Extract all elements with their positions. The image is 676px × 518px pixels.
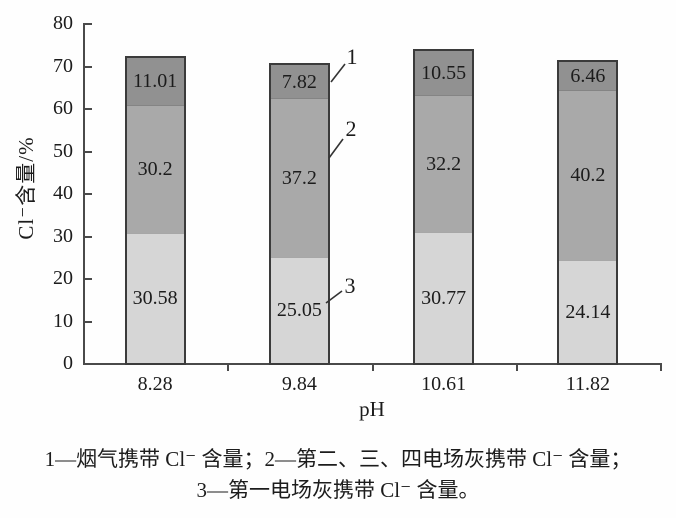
- bar-8.28: 11.01 30.2 30.58: [124, 55, 186, 365]
- callout-line-2: [328, 138, 344, 159]
- y-tick-0: [85, 363, 92, 365]
- x-tick-label-9.84: 9.84: [281, 373, 317, 395]
- caption-line-1: 1—烟气携带 Cl⁻ 含量；2—第二、三、四电场灰携带 Cl⁻ 含量；: [44, 447, 632, 471]
- segment-value-label: 30.58: [132, 287, 178, 310]
- x-tick-label-8.28: 8.28: [137, 373, 173, 395]
- y-tick-10: [85, 320, 92, 323]
- segment-value-label: 30.2: [137, 158, 173, 181]
- y-tick-label-0: 0: [63, 352, 73, 374]
- segment-value-label: 25.05: [276, 299, 322, 322]
- caption-line-2: 3—第一电场灰携带 Cl⁻ 含量。: [196, 478, 480, 502]
- x-tick-4: [660, 365, 662, 371]
- x-axis-line: [83, 363, 662, 365]
- y-tick-label-20: 20: [53, 267, 73, 289]
- segment-value-label: 24.14: [565, 301, 611, 324]
- bar-segment-series2-9.84: 37.2: [270, 98, 328, 257]
- x-tick-3: [515, 365, 518, 371]
- segment-value-label: 32.2: [426, 153, 462, 176]
- callout-label-1: 1: [347, 44, 358, 69]
- y-tick-80: [85, 23, 92, 25]
- x-tick-label-10.61: 10.61: [421, 373, 467, 395]
- segment-value-label: 30.77: [421, 287, 467, 310]
- bar-segment-series3-9.84: 25.05: [270, 256, 328, 363]
- callout-label-2: 2: [346, 116, 357, 141]
- segment-value-label: 7.82: [281, 70, 317, 93]
- bar-segment-series2-8.28: 30.2: [126, 104, 184, 234]
- bar-segment-series3-10.61: 30.77: [415, 232, 473, 363]
- bar-segment-series2-11.82: 40.2: [559, 89, 617, 261]
- x-axis-title: pH: [359, 397, 385, 421]
- y-tick-label-80: 80: [53, 12, 73, 34]
- y-tick-label-60: 60: [53, 97, 73, 119]
- callout-line-1: [330, 63, 346, 83]
- bar-9.84: 7.82 37.2 25.05: [268, 63, 330, 365]
- y-tick-20: [85, 278, 92, 280]
- bar-segment-series1-10.61: 10.55: [415, 50, 473, 96]
- x-tick-2: [371, 365, 374, 371]
- y-tick-60: [85, 108, 92, 110]
- bar-11.82: 6.46 40.2 24.14: [557, 60, 619, 365]
- segment-value-label: 37.2: [281, 166, 317, 189]
- segment-value-label: 10.55: [421, 61, 467, 84]
- segment-value-label: 11.01: [132, 70, 178, 93]
- y-tick-label-70: 70: [53, 54, 73, 77]
- x-tick-label-11.82: 11.82: [565, 373, 610, 395]
- y-tick-50: [85, 150, 92, 153]
- bar-segment-series1-11.82: 6.46: [559, 62, 617, 90]
- figure-caption: 1—烟气携带 Cl⁻ 含量；2—第二、三、四电场灰携带 Cl⁻ 含量； 3—第一…: [0, 444, 676, 506]
- y-tick-40: [85, 193, 92, 195]
- y-tick-label-30: 30: [53, 224, 73, 247]
- bar-segment-series3-8.28: 30.58: [126, 233, 184, 363]
- segment-value-label: 6.46: [570, 64, 606, 87]
- bar-segment-series1-8.28: 11.01: [126, 57, 184, 105]
- y-axis-line: [83, 23, 85, 365]
- y-tick-label-10: 10: [53, 309, 73, 332]
- x-tick-1: [227, 365, 230, 371]
- bar-segment-series1-9.84: 7.82: [270, 65, 328, 99]
- y-tick-70: [85, 65, 92, 68]
- segment-value-label: 40.2: [570, 164, 606, 187]
- bar-segment-series3-11.82: 24.14: [559, 260, 617, 363]
- y-tick-label-40: 40: [53, 182, 73, 204]
- bar-10.61: 10.55 32.2 30.77: [413, 48, 475, 365]
- y-tick-30: [85, 235, 92, 238]
- callout-label-3: 3: [345, 273, 356, 298]
- bar-segment-series2-10.61: 32.2: [415, 95, 473, 233]
- y-tick-label-50: 50: [53, 139, 73, 162]
